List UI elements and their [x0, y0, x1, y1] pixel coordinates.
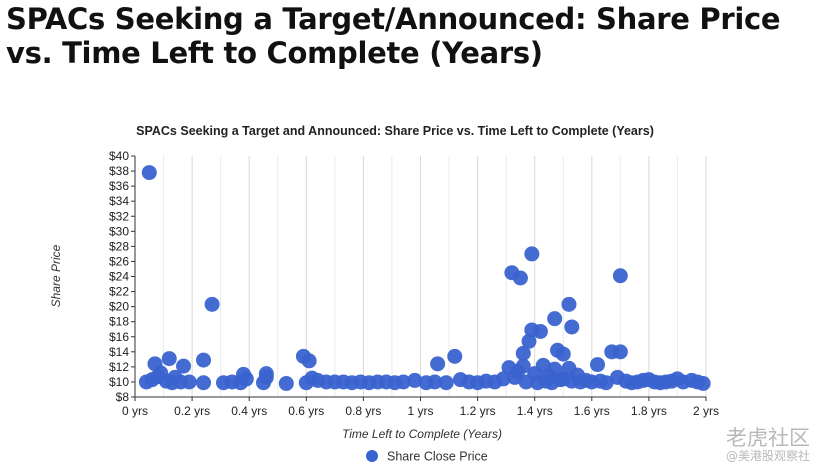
y-tick-label: $8	[116, 390, 130, 404]
data-point	[495, 371, 511, 387]
data-point	[278, 375, 294, 391]
watermark-line-2: @美港股观察社	[725, 448, 810, 463]
x-tick-label: 0.2 yrs	[174, 404, 210, 418]
data-point	[196, 352, 212, 368]
y-tick-label: $38	[109, 164, 129, 178]
data-point	[612, 344, 628, 360]
data-point	[561, 296, 577, 312]
x-tick-label: 1.8 yrs	[631, 404, 667, 418]
data-point	[430, 356, 446, 372]
data-point	[512, 270, 528, 286]
y-tick-label: $36	[109, 179, 129, 193]
x-tick-label: 1 yrs	[407, 404, 433, 418]
data-point	[427, 374, 443, 390]
data-point	[695, 375, 711, 391]
data-point	[255, 375, 271, 391]
x-tick-label: 1.2 yrs	[460, 404, 496, 418]
data-point	[395, 374, 411, 390]
data-point	[196, 375, 212, 391]
page-headline: SPACs Seeking a Target/Announced: Share …	[6, 2, 781, 70]
data-point	[515, 345, 531, 361]
data-point	[447, 348, 463, 364]
y-tick-label: $34	[109, 194, 129, 208]
y-tick-label: $28	[109, 239, 129, 253]
data-point	[181, 374, 197, 390]
scatter-points	[138, 165, 711, 391]
y-tick-label: $30	[109, 224, 129, 238]
y-tick-label: $22	[109, 285, 129, 299]
x-axis-label: Time Left to Complete (Years)	[342, 427, 502, 441]
y-tick-label: $10	[109, 375, 129, 389]
x-tick-label: 0.6 yrs	[288, 404, 324, 418]
data-point	[204, 296, 220, 312]
legend-marker	[366, 450, 378, 462]
x-tick-label: 0 yrs	[122, 404, 148, 418]
chart-title: SPACs Seeking a Target and Announced: Sh…	[136, 124, 654, 138]
y-tick-label: $40	[109, 149, 129, 163]
data-point	[598, 375, 614, 391]
data-point	[176, 358, 192, 374]
data-point	[161, 351, 177, 367]
data-point	[590, 357, 606, 373]
y-tick-label: $18	[109, 315, 129, 329]
data-point	[524, 246, 540, 262]
data-point	[532, 323, 548, 339]
data-point	[555, 346, 571, 362]
x-tick-label: 0.4 yrs	[231, 404, 267, 418]
x-tick-label: 0.8 yrs	[345, 404, 381, 418]
data-point	[141, 165, 157, 181]
data-point	[238, 371, 254, 387]
legend: Share Close Price	[366, 450, 488, 464]
y-tick-label: $32	[109, 209, 129, 223]
y-tick-label: $16	[109, 330, 129, 344]
y-axis-label: Share Price	[49, 244, 63, 307]
legend-label: Share Close Price	[387, 450, 488, 464]
data-point	[547, 311, 563, 327]
data-point	[552, 372, 568, 388]
x-axis-ticks: 0 yrs 0.2 yrs 0.4 yrs 0.6 yrs 0.8 yrs 1 yrs 1.…	[122, 397, 719, 418]
y-tick-label: $12	[109, 360, 129, 374]
x-tick-label: 2 yrs	[693, 404, 719, 418]
data-point	[515, 358, 531, 374]
x-tick-label: 1.4 yrs	[517, 404, 553, 418]
y-tick-label: $20	[109, 300, 129, 314]
x-tick-label: 1.6 yrs	[574, 404, 610, 418]
y-tick-label: $26	[109, 254, 129, 268]
data-point	[407, 372, 423, 388]
watermark-line-1: 老虎社区	[726, 425, 810, 450]
y-tick-label: $14	[109, 345, 129, 359]
data-point	[521, 333, 537, 349]
y-tick-label: $24	[109, 270, 129, 284]
data-point	[564, 319, 580, 335]
data-point	[438, 375, 454, 391]
data-point	[612, 268, 628, 284]
watermark: 老虎社区 @美港股观察社	[725, 425, 810, 463]
data-point	[301, 353, 317, 369]
y-axis-ticks: $8$10$12$14$16$18$20$22$24$26$28$30$32$3…	[109, 149, 135, 404]
